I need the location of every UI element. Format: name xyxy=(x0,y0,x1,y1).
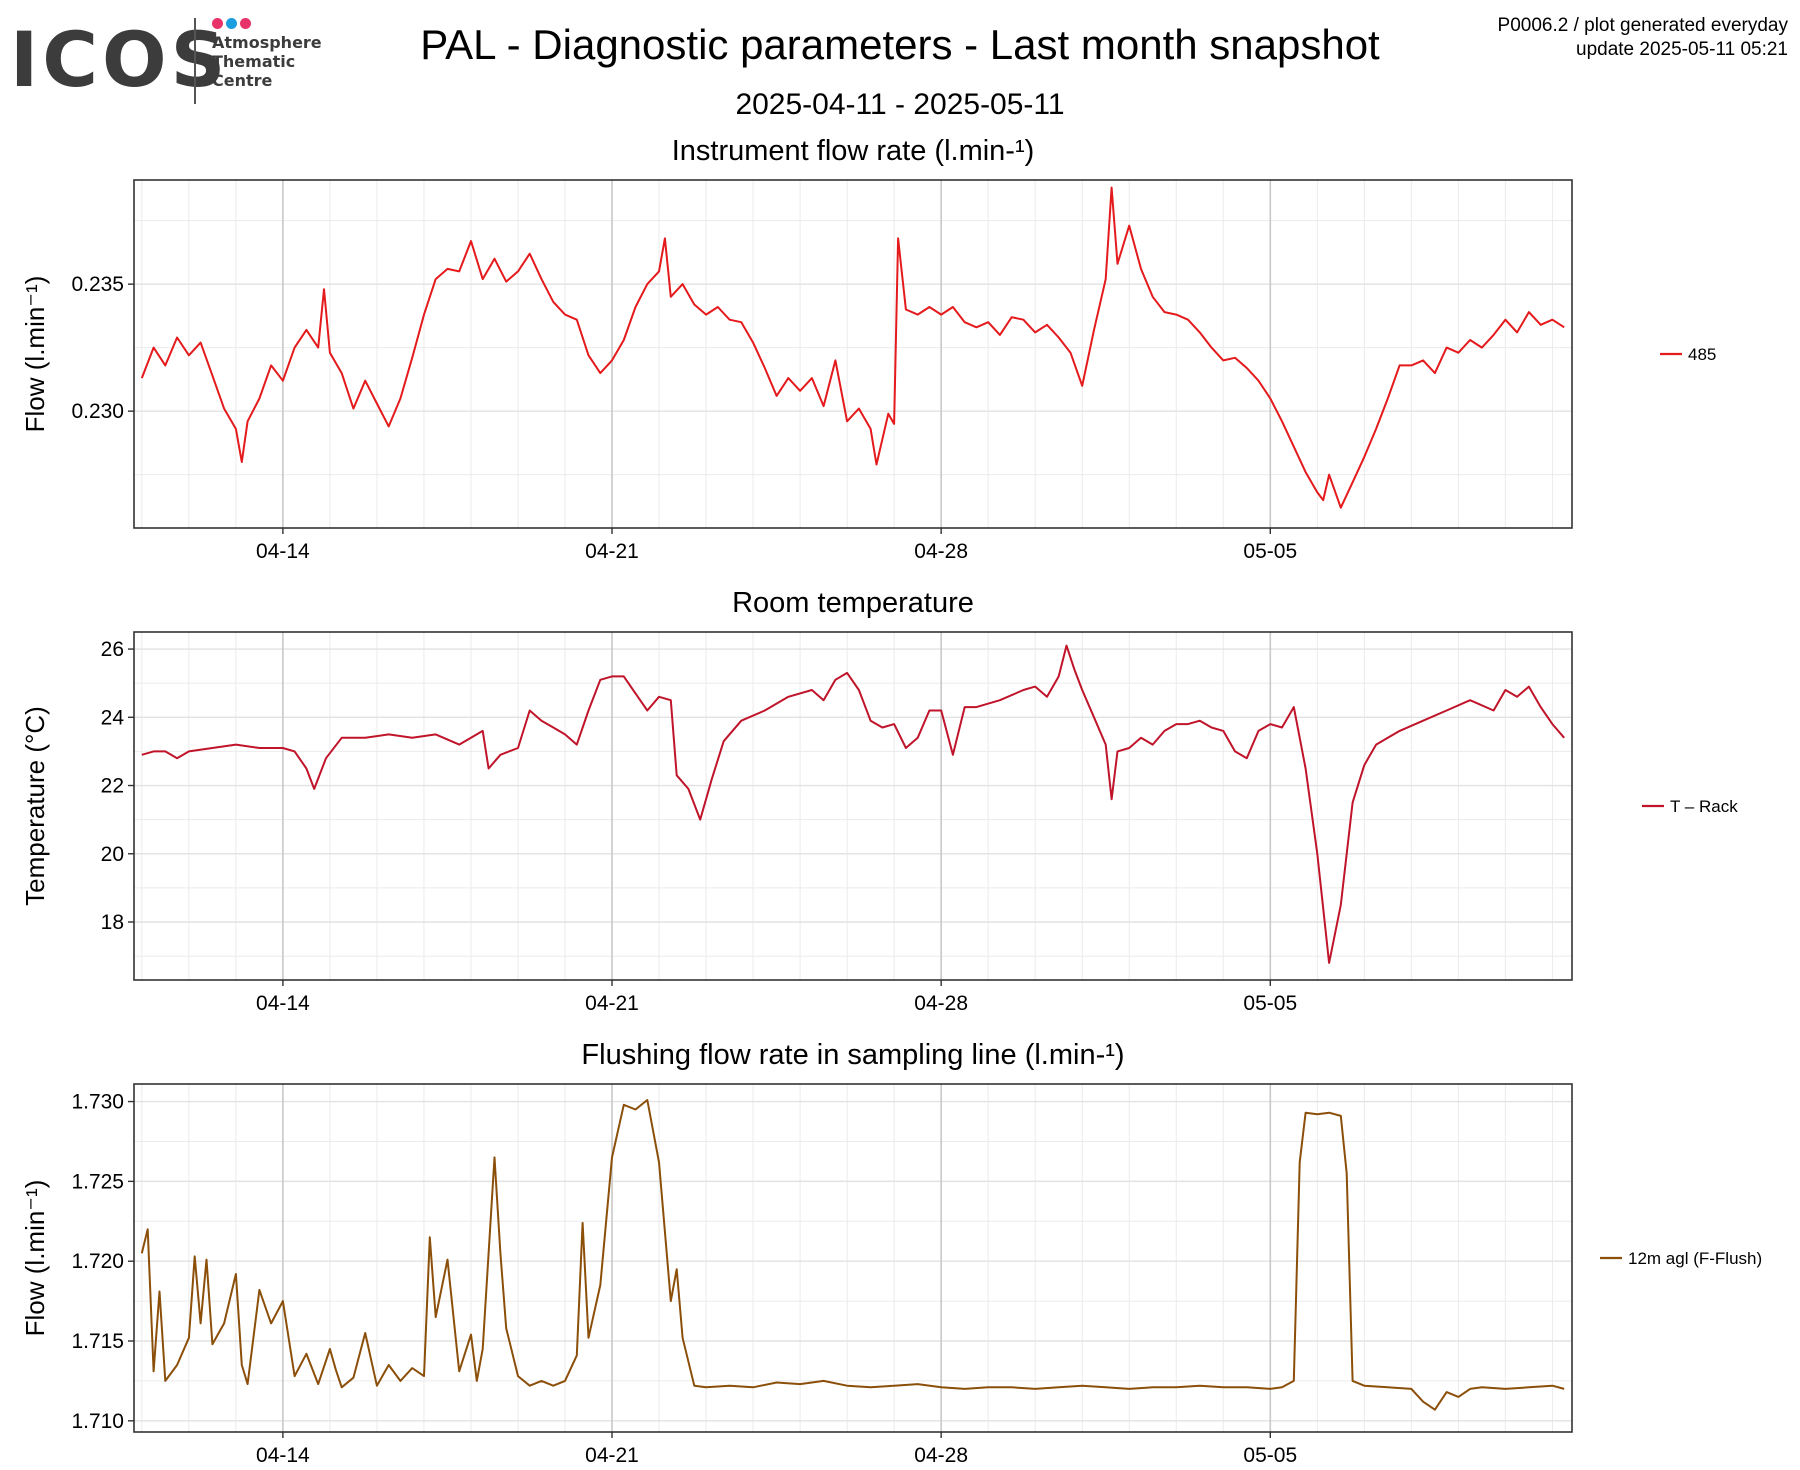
y-tick-label: 1.715 xyxy=(71,1330,124,1353)
x-tick-label: 04-14 xyxy=(256,1444,310,1467)
x-tick-label: 04-21 xyxy=(585,540,639,563)
logo-subtitle-line: Atmosphere xyxy=(212,33,322,52)
logo-dot xyxy=(240,18,251,29)
logo-subtitle-line: Centre xyxy=(212,71,273,90)
legend-label: 485 xyxy=(1688,345,1716,364)
chart-panel-3: Flushing flow rate in sampling line (l.m… xyxy=(20,1039,1762,1467)
y-tick-label: 1.710 xyxy=(71,1410,124,1433)
chart-title: Flushing flow rate in sampling line (l.m… xyxy=(581,1039,1124,1071)
series-line xyxy=(140,1099,1565,1411)
x-tick-label: 05-05 xyxy=(1243,540,1297,563)
x-tick-label: 05-05 xyxy=(1243,1444,1297,1467)
y-axis-label: Temperature (°C) xyxy=(20,706,50,906)
logo-wordmark: ICOS xyxy=(10,15,230,104)
y-tick-label: 0.235 xyxy=(71,273,124,296)
logo-dot xyxy=(226,18,237,29)
x-tick-label: 04-28 xyxy=(914,992,968,1015)
y-tick-label: 20 xyxy=(101,843,124,866)
y-axis-label: Flow (l.min⁻¹) xyxy=(20,1180,50,1337)
x-tick-label: 04-14 xyxy=(256,540,310,563)
x-tick-label: 04-28 xyxy=(914,540,968,563)
series-line xyxy=(141,644,1565,964)
chart-title: Room temperature xyxy=(732,587,974,619)
x-tick-label: 04-21 xyxy=(585,992,639,1015)
y-tick-label: 22 xyxy=(101,775,124,798)
chart-panel-2: Room temperature 18 20 22 24 26 04-14 04-21 04-2… xyxy=(20,587,1738,1015)
generation-info: P0006.2 / plot generated everyday update… xyxy=(1498,14,1788,62)
update-line: update 2025-05-11 05:21 xyxy=(1576,39,1788,60)
y-tick-label: 0.230 xyxy=(71,400,124,423)
date-range-subtitle: 2025-04-11 - 2025-05-11 xyxy=(735,88,1065,121)
y-tick-label: 1.730 xyxy=(71,1091,124,1114)
plot-id-line: P0006.2 / plot generated everyday xyxy=(1497,15,1788,36)
y-tick-label: 1.725 xyxy=(71,1170,124,1193)
chart-title: Instrument flow rate (l.min-¹) xyxy=(672,135,1035,167)
x-tick-label: 04-28 xyxy=(914,1444,968,1467)
series-line xyxy=(140,186,1565,509)
y-tick-label: 1.720 xyxy=(71,1250,124,1273)
y-axis-label: Flow (l.min⁻¹) xyxy=(20,276,50,433)
page-title: PAL - Diagnostic parameters - Last month… xyxy=(420,21,1380,68)
plot-border xyxy=(133,179,1573,529)
legend-label: T – Rack xyxy=(1670,797,1738,816)
plot-border xyxy=(133,631,1573,981)
chart-panel-1: Instrument flow rate (l.min-¹) 0.230 0.235… xyxy=(20,135,1716,563)
plot-border xyxy=(133,1083,1573,1433)
x-tick-label: 05-05 xyxy=(1243,992,1297,1015)
x-tick-label: 04-21 xyxy=(585,1444,639,1467)
y-tick-label: 24 xyxy=(101,706,125,729)
y-tick-label: 26 xyxy=(101,638,124,661)
logo-dot xyxy=(212,18,223,29)
logo-separator xyxy=(194,18,196,104)
x-tick-label: 04-14 xyxy=(256,992,310,1015)
legend-label: 12m agl (F-Flush) xyxy=(1628,1249,1762,1268)
logo-dots xyxy=(212,16,254,30)
logo-subtitle-line: Thematic xyxy=(212,52,296,71)
y-tick-label: 18 xyxy=(101,911,124,934)
icos-logo: ICOS Atmosphere Thematic Centre xyxy=(10,12,340,107)
logo-subtitle: Atmosphere Thematic Centre xyxy=(212,33,322,90)
